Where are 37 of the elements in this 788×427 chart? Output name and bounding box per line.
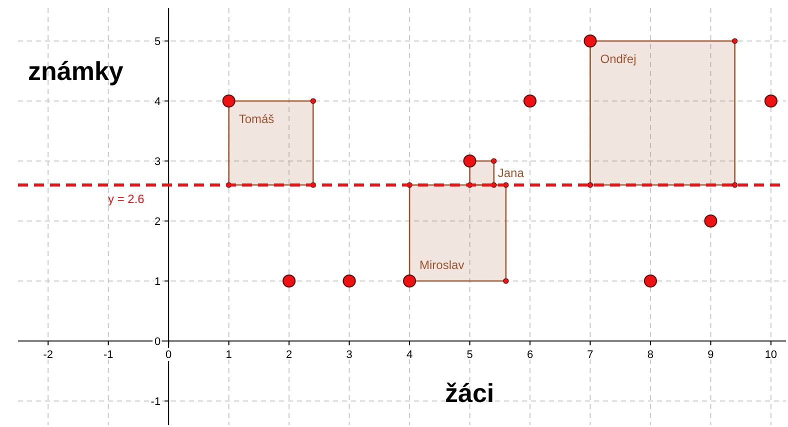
ref-line-label: y = 2.6: [108, 192, 145, 206]
point: [342, 274, 356, 288]
data-label: Ondřej: [600, 52, 636, 66]
x-tick-label: 1: [226, 349, 232, 361]
x-tick-label: 5: [466, 349, 473, 361]
point: [764, 94, 778, 108]
x-tick-label: -2: [43, 349, 54, 361]
x-axis-title: žáci: [445, 378, 494, 408]
point: [704, 214, 718, 228]
x-tick-label: 8: [647, 349, 654, 361]
y-tick-label: 4: [154, 96, 161, 108]
y-tick-label: 3: [154, 156, 161, 168]
x-tick-label: 4: [406, 349, 413, 361]
point: [524, 94, 536, 108]
point: [463, 154, 476, 168]
data-label: Jana: [498, 166, 524, 180]
x-tick-label: 7: [587, 349, 594, 361]
x-tick-label: 9: [708, 349, 714, 361]
point: [282, 274, 296, 288]
y-tick-label: -1: [150, 396, 161, 408]
data-label: Tomáš: [238, 112, 274, 126]
y-tick-label: 2: [154, 216, 161, 228]
x-tick-label: 3: [346, 349, 352, 361]
point: [644, 274, 657, 288]
y-tick-label: 0: [154, 336, 161, 348]
data-label: Miroslav: [420, 258, 464, 272]
point: [222, 94, 236, 108]
y-tick-label: 1: [154, 276, 161, 288]
x-tick-label: 6: [526, 349, 534, 361]
x-tick-label: 10: [764, 349, 778, 361]
point: [403, 274, 416, 288]
point: [584, 34, 597, 48]
x-tick-label: -1: [103, 349, 114, 361]
y-tick-label: 5: [154, 36, 161, 48]
x-tick-label: 2: [286, 349, 292, 361]
x-tick-label: 0: [166, 349, 172, 361]
y-axis-title: známky: [28, 56, 124, 86]
